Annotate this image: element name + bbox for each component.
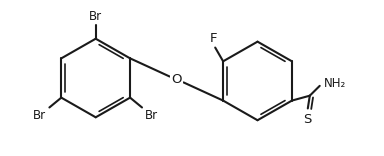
Text: Br: Br: [89, 10, 102, 23]
Text: F: F: [209, 32, 217, 45]
Text: S: S: [304, 113, 312, 126]
Text: Br: Br: [33, 109, 46, 122]
Text: NH₂: NH₂: [324, 77, 346, 90]
Text: Br: Br: [145, 109, 158, 122]
Text: O: O: [171, 73, 182, 86]
